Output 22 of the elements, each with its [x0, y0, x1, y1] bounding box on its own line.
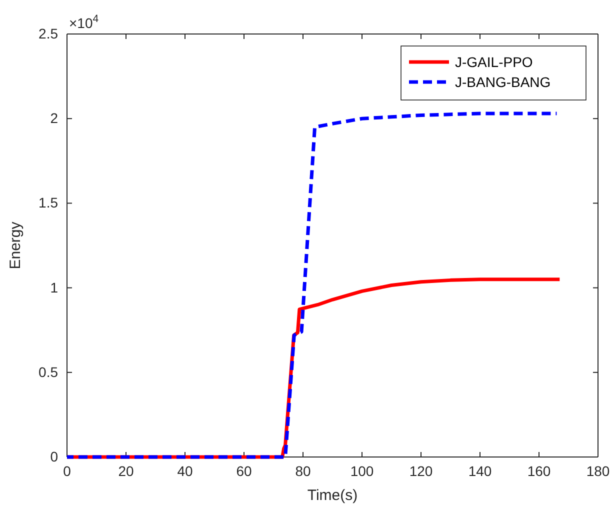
legend-label: J-BANG-BANG: [455, 74, 551, 90]
x-axis-title: Time(s): [307, 487, 358, 504]
y-tick-label: 0.5: [38, 364, 58, 380]
y-tick-label: 0: [50, 448, 58, 464]
x-tick-label: 160: [527, 462, 551, 479]
y-tick-label: 2.5: [38, 25, 58, 42]
line-series: [65, 112, 558, 459]
text: ×10$^{4}$: [69, 13, 99, 31]
x-tick-label: 140: [468, 462, 492, 479]
x-tick-label: 40: [177, 462, 193, 479]
x-tick-label: 20: [118, 462, 134, 479]
x-tick-label: 120: [409, 462, 433, 479]
legend-label: J-GAIL-PPO: [455, 54, 533, 70]
x-tick-label: 180: [586, 462, 610, 479]
y-tick-label: 1: [50, 279, 58, 296]
y-tick-label: 1.5: [38, 194, 58, 211]
y-axis-title: Energy: [7, 221, 24, 270]
y-tick-label: 2: [50, 110, 58, 126]
x-tick-label: 100: [350, 462, 374, 479]
x-tick-label: 80: [295, 462, 311, 479]
x-tick-label: 60: [236, 462, 252, 479]
x-tick-label: 0: [63, 462, 72, 479]
